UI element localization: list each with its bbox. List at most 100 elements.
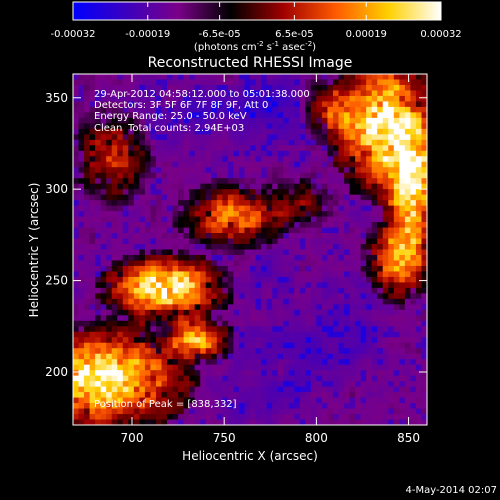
heatmap-cell xyxy=(371,90,378,97)
heatmap-cell xyxy=(272,419,279,425)
heatmap-cell xyxy=(283,282,290,289)
heatmap-cell xyxy=(89,260,96,267)
heatmap-cell xyxy=(288,150,295,157)
heatmap-cell xyxy=(139,101,146,108)
heatmap-cell xyxy=(371,238,378,245)
heatmap-cell xyxy=(388,265,395,272)
heatmap-cell xyxy=(89,414,96,420)
heatmap-cell xyxy=(294,139,301,146)
heatmap-cell xyxy=(393,139,400,146)
heatmap-cell xyxy=(288,233,295,239)
heatmap-cell xyxy=(399,348,406,355)
heatmap-cell xyxy=(399,342,406,349)
heatmap-cell xyxy=(316,145,323,152)
heatmap-cell xyxy=(150,287,157,294)
heatmap-cell xyxy=(404,320,411,327)
heatmap-cell xyxy=(294,150,301,157)
heatmap-cell xyxy=(233,84,240,91)
heatmap-cell xyxy=(382,375,389,382)
heatmap-cell xyxy=(233,359,240,366)
heatmap-cell xyxy=(360,392,367,398)
heatmap-cell xyxy=(355,309,362,316)
heatmap-cell xyxy=(84,254,90,261)
heatmap-cell xyxy=(122,123,129,130)
heatmap-cell xyxy=(338,249,345,256)
heatmap-cell xyxy=(349,342,356,349)
heatmap-cell xyxy=(128,128,135,135)
heatmap-cell xyxy=(117,90,124,97)
heatmap-cell xyxy=(216,194,223,201)
heatmap-cell xyxy=(327,359,334,366)
heatmap-cell xyxy=(122,172,129,179)
heatmap-cell xyxy=(227,392,234,398)
heatmap-cell xyxy=(211,348,218,355)
heatmap-cell xyxy=(128,238,135,245)
heatmap-cell xyxy=(277,282,284,289)
heatmap-cell xyxy=(133,106,140,113)
heatmap-cell xyxy=(421,161,427,168)
heatmap-cell xyxy=(155,233,162,239)
heatmap-cell xyxy=(377,167,384,174)
heatmap-cell xyxy=(377,254,384,261)
heatmap-cell xyxy=(200,244,207,250)
heatmap-cell xyxy=(310,320,317,327)
heatmap-cell xyxy=(399,304,406,311)
heatmap-cell xyxy=(233,298,240,305)
heatmap-cell xyxy=(211,408,218,415)
heatmap-cell xyxy=(421,172,427,179)
heatmap-cell xyxy=(377,95,384,102)
heatmap-cell xyxy=(388,287,395,294)
heatmap-cell xyxy=(388,90,395,97)
heatmap-cell xyxy=(410,282,417,289)
heatmap-cell xyxy=(310,200,317,207)
heatmap-cell xyxy=(155,414,162,420)
heatmap-cell xyxy=(211,238,218,245)
heatmap-cell xyxy=(128,320,135,327)
heatmap-cell xyxy=(410,260,417,267)
heatmap-cell xyxy=(128,392,135,398)
heatmap-cell xyxy=(183,276,190,283)
heatmap-cell xyxy=(316,90,323,97)
heatmap-cell xyxy=(78,95,85,102)
heatmap-cell xyxy=(211,337,218,344)
heatmap-cell xyxy=(338,74,345,80)
heatmap-cell xyxy=(189,84,196,91)
heatmap-cell xyxy=(222,287,229,294)
heatmap-cell xyxy=(216,238,223,245)
heatmap-cell xyxy=(305,337,312,344)
heatmap-cell xyxy=(189,123,196,130)
heatmap-cell xyxy=(205,403,212,409)
heatmap-cell xyxy=(316,331,323,338)
heatmap-cell xyxy=(194,353,201,360)
heatmap-cell xyxy=(255,309,262,316)
heatmap-cell xyxy=(255,172,262,179)
heatmap-cell xyxy=(139,112,146,119)
heatmap-cell xyxy=(299,74,306,80)
heatmap-cell xyxy=(161,293,168,300)
heatmap-cell xyxy=(211,392,218,398)
heatmap-cell xyxy=(194,403,201,409)
heatmap-cell xyxy=(288,178,295,185)
heatmap-cell xyxy=(316,134,323,141)
heatmap-cell xyxy=(321,403,328,409)
heatmap-cell xyxy=(211,359,218,366)
heatmap-cell xyxy=(244,123,251,130)
heatmap-cell xyxy=(172,216,179,223)
heatmap-cell xyxy=(84,194,90,201)
heatmap-cell xyxy=(277,260,284,267)
heatmap-cell xyxy=(106,370,113,377)
heatmap-cell xyxy=(178,128,185,135)
heatmap-cell xyxy=(388,194,395,201)
heatmap-cell xyxy=(161,381,168,388)
heatmap-cell xyxy=(100,123,107,130)
heatmap-cell xyxy=(161,359,168,366)
heatmap-cell xyxy=(95,222,102,228)
heatmap-cell xyxy=(200,260,207,267)
heatmap-cell xyxy=(366,200,373,207)
heatmap-cell xyxy=(244,156,251,163)
heatmap-cell xyxy=(294,205,301,212)
heatmap-cell xyxy=(288,348,295,355)
heatmap-cell xyxy=(338,254,345,261)
heatmap-cell xyxy=(399,128,406,135)
heatmap-cell xyxy=(294,293,301,300)
